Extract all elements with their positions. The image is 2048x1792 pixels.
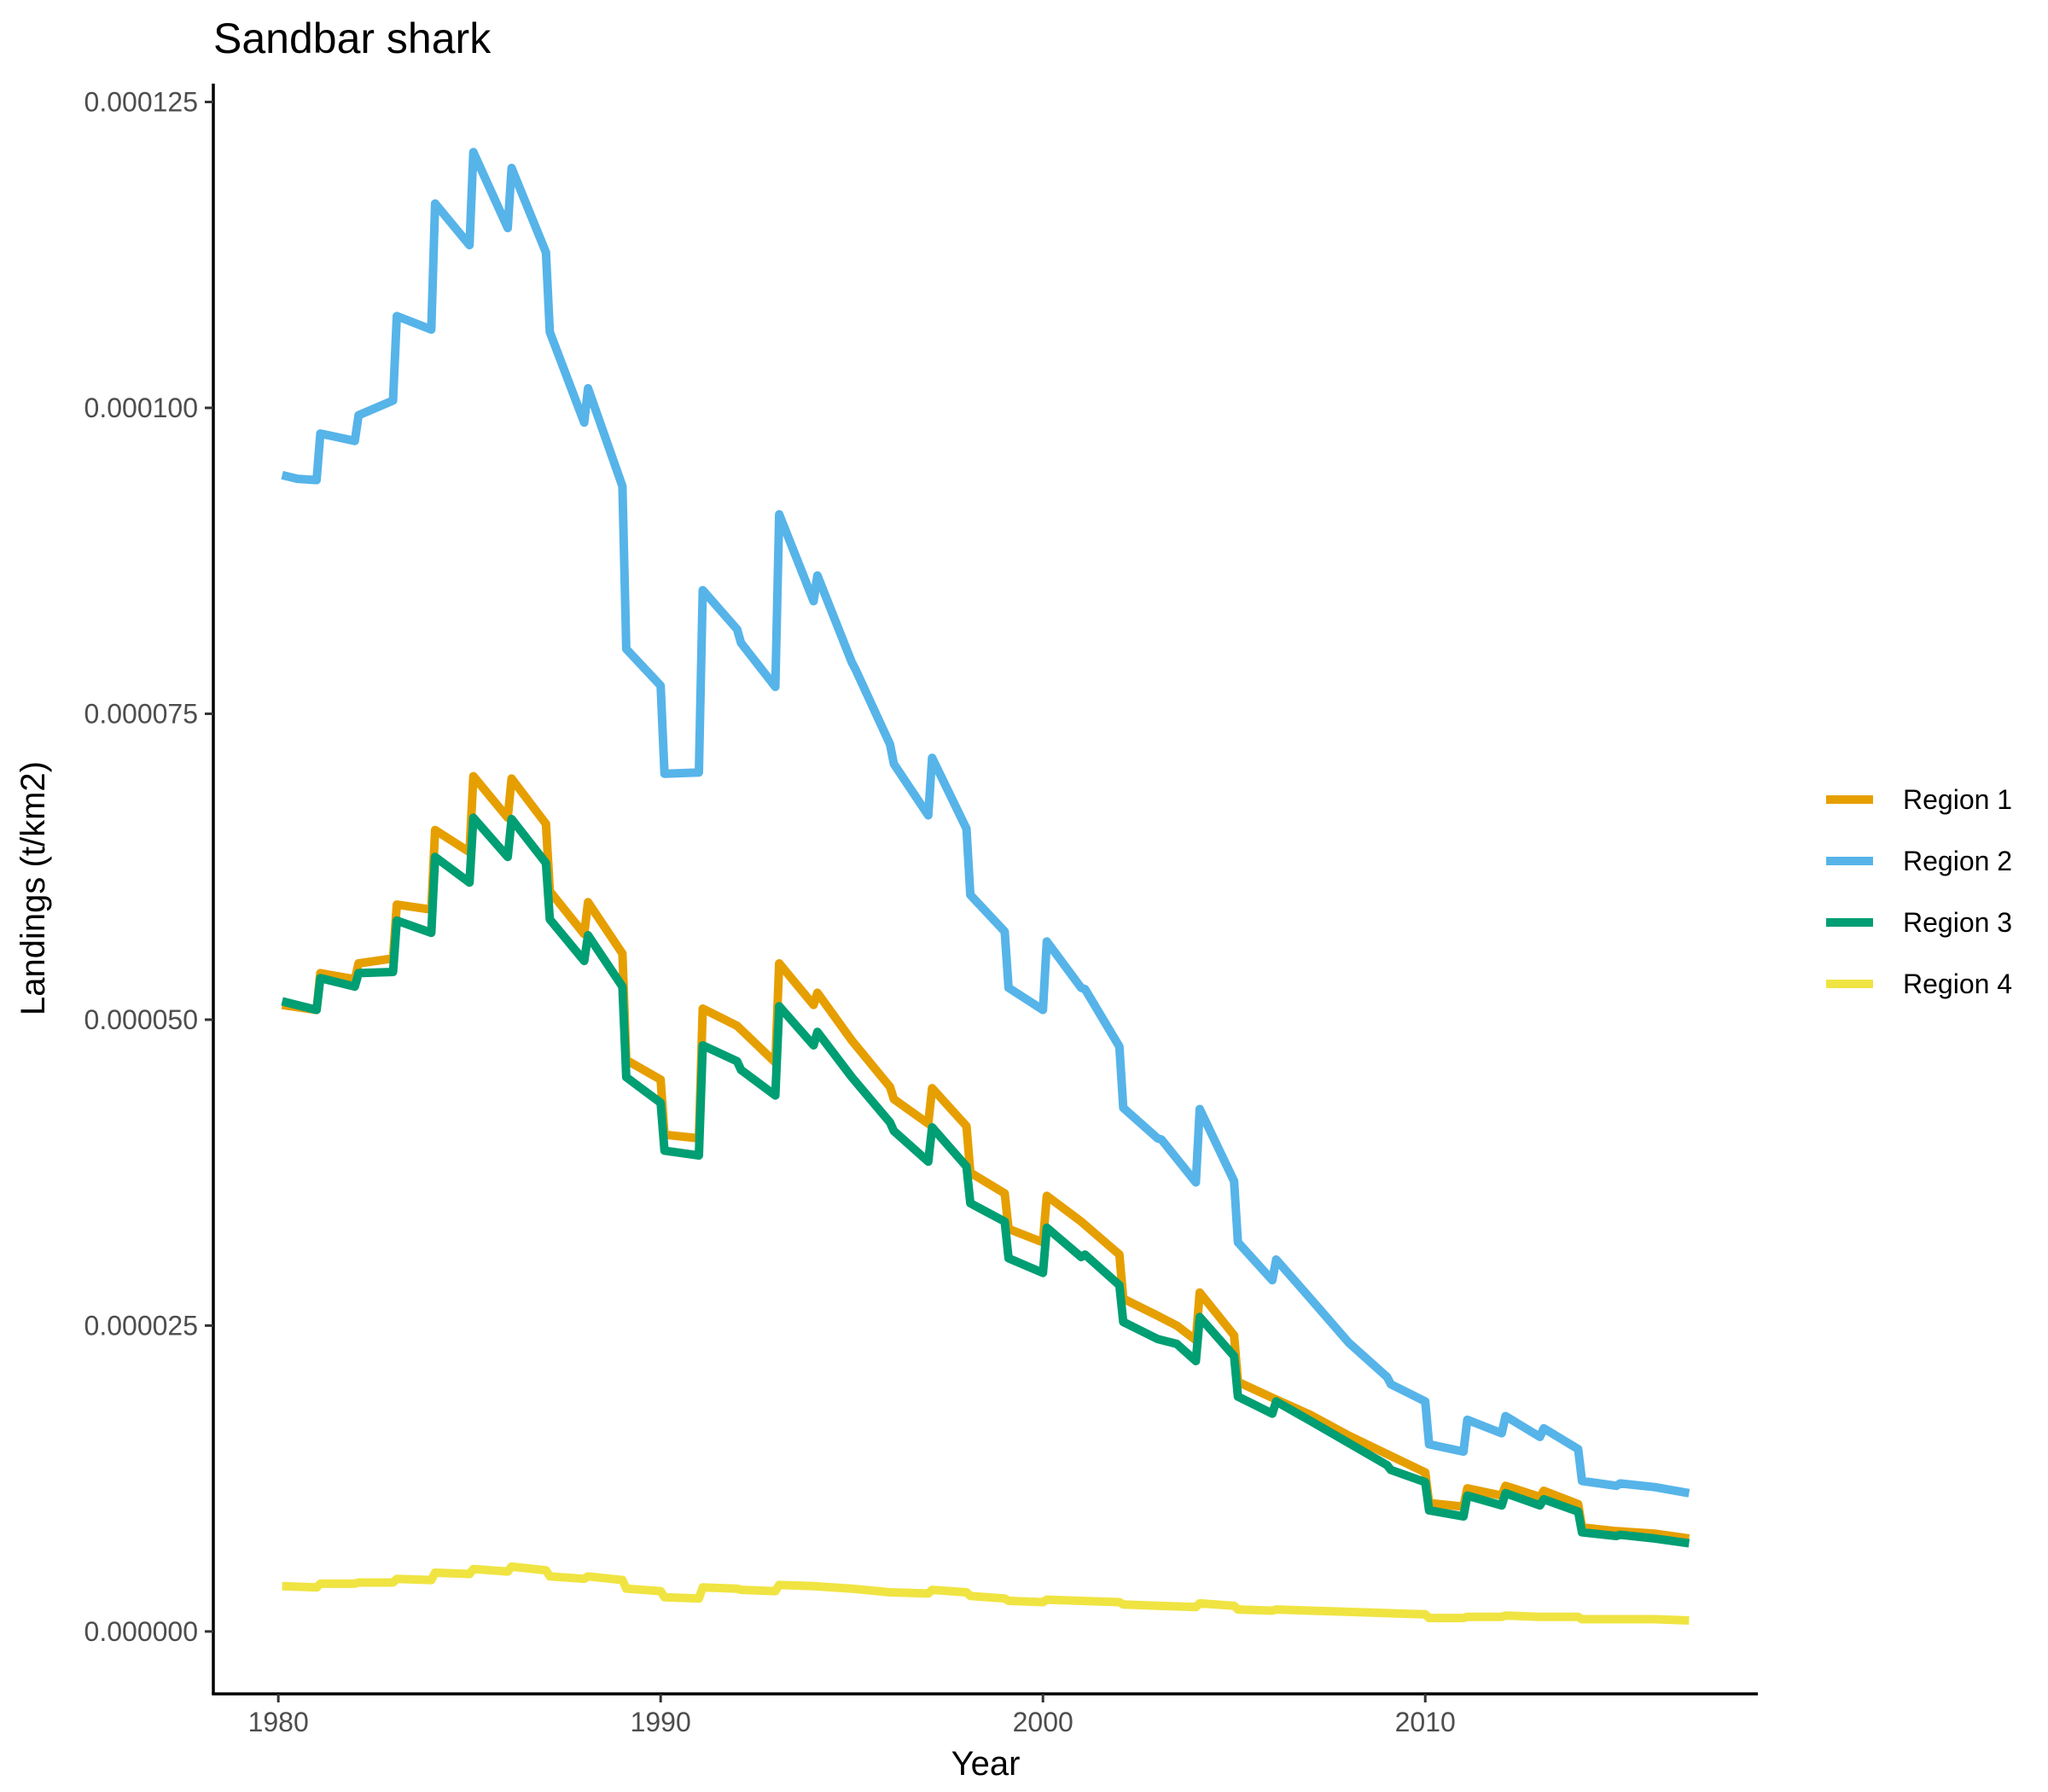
y-tick-label: 0.000125 — [84, 87, 198, 118]
ticks-layer: 0.000000 0.000025 0.000050 0.000075 0.000100… — [84, 87, 1456, 1737]
series-line-region-2 — [281, 148, 1690, 1498]
y-tick-label: 0.000075 — [84, 698, 198, 729]
legend-item-region-2: Region 2 — [1826, 846, 2012, 876]
legend-label: Region 2 — [1903, 846, 2012, 876]
x-tick-label: 2000 — [1013, 1707, 1073, 1737]
legend-item-region-4: Region 4 — [1826, 969, 2012, 999]
y-tick-label: 0.000050 — [84, 1004, 198, 1035]
legend-item-region-3: Region 3 — [1826, 907, 2012, 938]
legend-label: Region 1 — [1903, 784, 2012, 815]
y-tick-label: 0.000000 — [84, 1616, 198, 1647]
y-axis-title: Landings (t/km2) — [15, 761, 52, 1015]
x-tick-label: 2010 — [1395, 1707, 1456, 1737]
y-tick-label: 0.000025 — [84, 1310, 198, 1341]
series-line-region-1 — [281, 771, 1690, 1543]
series-line-region-3 — [281, 813, 1690, 1548]
x-tick-label: 1990 — [631, 1707, 691, 1737]
series-layer — [281, 148, 1690, 1625]
legend-label: Region 3 — [1903, 907, 2012, 938]
x-tick-label: 1980 — [248, 1707, 309, 1737]
series-line-region-4 — [282, 1562, 1690, 1625]
y-tick-label: 0.000100 — [84, 393, 198, 423]
legend-label: Region 4 — [1903, 969, 2012, 999]
axes-layer — [212, 84, 1758, 1696]
chart-title: Sandbar shark — [213, 15, 492, 62]
x-axis-title: Year — [951, 1745, 1021, 1783]
legend: Region 1 Region 2 Region 3 Region 4 — [1826, 784, 2012, 999]
legend-item-region-1: Region 1 — [1826, 784, 2012, 815]
